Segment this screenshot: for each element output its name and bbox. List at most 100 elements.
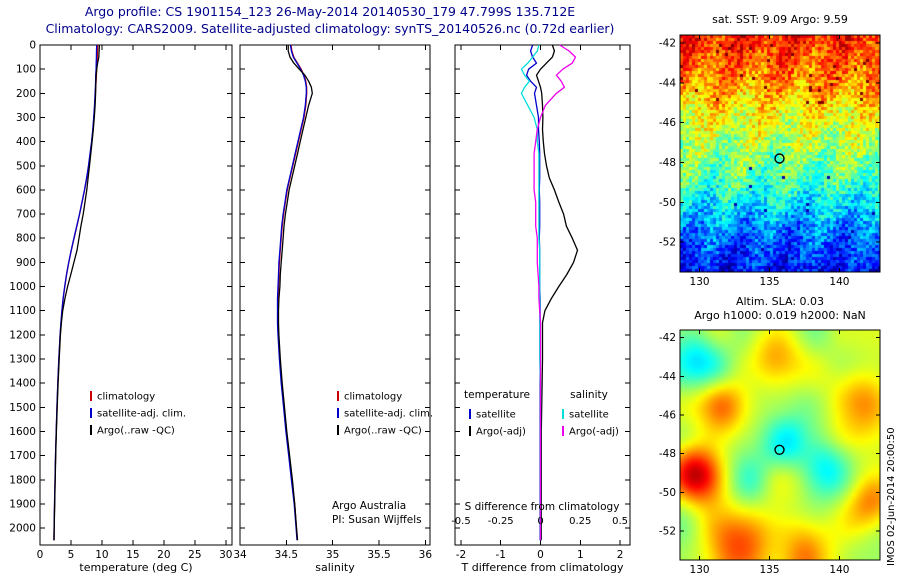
difference-profile-x-tick-label: -2 [456, 549, 466, 561]
sla-map-argo-position-marker [774, 444, 785, 455]
sla-map-lat-tick-label: -46 [659, 410, 676, 422]
temperature-profile-x-tick-label: 20 [157, 549, 170, 561]
temperature-profile-x-tick-label: 25 [188, 549, 201, 561]
sla-map-lat-tick-label: -52 [659, 526, 676, 538]
sst-map-lat-tick-label: -52 [659, 237, 676, 249]
temperature-profile-x-tick-label: 10 [95, 549, 108, 561]
sst-map-lat-tick-label: -42 [659, 37, 676, 49]
difference-profile-frame [454, 44, 631, 546]
depth-tick-label: 1800 [9, 474, 36, 486]
s-difference-axis-label: S difference from climatology [465, 501, 620, 513]
temperature-profile-series-climatology [53, 44, 99, 541]
sst-map-title: sat. SST: 9.09 Argo: 9.59 [712, 13, 848, 26]
temperature-legend-label: Argo(..raw -QC) [97, 426, 175, 437]
s-difference-tick-label: 0.5 [612, 516, 628, 527]
depth-tick-label: 1200 [9, 329, 36, 341]
s-difference-tick-label: 0 [537, 516, 543, 527]
temperature-profile-x-tick-label: 30 [219, 549, 232, 561]
salinity-legend-label: climatology [344, 392, 402, 403]
sla-map-lat-tick-label: -44 [659, 371, 676, 383]
salinity-profile-series-climatology [277, 44, 308, 541]
sst-map-lon-tick-label: 140 [829, 276, 849, 288]
depth-tick-label: 700 [16, 209, 36, 221]
salinity-profile-x-axis-label: salinity [315, 561, 355, 574]
watermark-timestamp: IMOS 02-Jun-2014 20:00:50 [886, 427, 897, 566]
salinity-profile-x-tick-label: 36 [419, 549, 433, 561]
salinity-profile-series-satellite-adj-clim- [276, 44, 307, 541]
temperature-profile-x-tick-label: 15 [126, 549, 139, 561]
depth-tick-label: 1700 [9, 450, 36, 462]
difference-profile-series-s-argo-adj- [533, 44, 577, 541]
depth-tick-label: 400 [16, 136, 36, 148]
difference-profile-x-axis-label: T difference from climatology [461, 561, 624, 574]
difference-profile-x-tick-label: 1 [577, 549, 584, 561]
depth-tick-label: 1500 [9, 402, 36, 414]
depth-tick-label: 1000 [9, 281, 36, 293]
sst-map-lon-tick-label: 135 [759, 276, 779, 288]
sla-map-title-line-1: Altim. SLA: 0.03 [735, 295, 825, 308]
temperature-legend-label: satellite-adj. clim. [97, 409, 186, 420]
salinity-profile-x-tick-label: 34.5 [275, 549, 298, 561]
sla-map-title-line-2: Argo h1000: 0.019 h2000: NaN [694, 309, 866, 322]
salinity-profile-x-tick-label: 35 [326, 549, 339, 561]
temperature-legend-label: climatology [97, 392, 155, 403]
difference-profile-x-tick-label: -1 [495, 549, 505, 561]
salinity-legend-label: Argo(..raw -QC) [344, 426, 422, 437]
sst-map-lat-tick-label: -50 [659, 197, 676, 209]
sla-map-lat-tick-label: -48 [659, 448, 676, 460]
annotation-pi-name: PI: Susan Wijffels [332, 514, 422, 526]
temperature-profile-frame [39, 44, 233, 546]
difference-profile-series-t-argo-adj- [535, 44, 579, 541]
temperature-profile-x-tick-label: 0 [37, 549, 44, 561]
depth-tick-label: 900 [16, 257, 36, 269]
sst-map-lon-tick-label: 130 [690, 276, 710, 288]
sst-map-lat-tick-label: -46 [659, 117, 676, 129]
depth-tick-label: 100 [16, 64, 36, 76]
depth-tick-label: 800 [16, 233, 36, 245]
diff-salinity-legend-label: satellite [569, 410, 609, 421]
sla-map-frame [679, 329, 881, 561]
sla-map-lon-tick-label: 135 [759, 564, 779, 576]
salinity-profile-series-argo-raw-qc- [277, 45, 313, 541]
depth-tick-label: 1900 [9, 498, 36, 510]
figure-title-line-1: Argo profile: CS 1901154_123 26-May-2014… [84, 4, 576, 19]
s-difference-tick-label: 0.25 [569, 516, 591, 527]
s-difference-tick-label: -0.25 [488, 516, 514, 527]
depth-tick-label: 0 [29, 40, 36, 52]
sla-map-lat-tick-label: -50 [659, 487, 676, 499]
sla-map-lat-tick-label: -42 [659, 332, 676, 344]
difference-profile-x-tick-label: 0 [537, 549, 544, 561]
diff-temperature-legend-label: satellite [476, 410, 516, 421]
sst-map-frame [679, 34, 881, 273]
depth-tick-label: 1100 [9, 305, 36, 317]
depth-tick-label: 300 [16, 112, 36, 124]
s-difference-tick-label: -0.5 [451, 516, 471, 527]
diff-salinity-legend-label: Argo(-adj) [569, 427, 619, 438]
salinity-legend-label: satellite-adj. clim. [344, 409, 433, 420]
figure-title-line-2: Climatology: CARS2009. Satellite-adjuste… [45, 21, 615, 36]
temperature-profile-x-axis-label: temperature (deg C) [79, 561, 192, 574]
depth-tick-label: 2000 [9, 523, 36, 535]
depth-tick-label: 1600 [9, 426, 36, 438]
salinity-profile-x-tick-label: 34 [233, 549, 247, 561]
sla-map-lon-tick-label: 140 [829, 564, 849, 576]
diff-temperature-legend-label: Argo(-adj) [476, 427, 526, 438]
salinity-profile-x-tick-label: 35.5 [367, 549, 390, 561]
diff-legend-header-salinity: salinity [570, 389, 608, 401]
salinity-profile-frame [239, 44, 431, 546]
depth-tick-label: 1400 [9, 378, 36, 390]
depth-tick-label: 500 [16, 160, 36, 172]
depth-tick-label: 1300 [9, 354, 36, 366]
sst-map-lat-tick-label: -44 [659, 77, 676, 89]
depth-tick-label: 200 [16, 88, 36, 100]
difference-profile-x-tick-label: 2 [617, 549, 624, 561]
temperature-profile-series-satellite-adj-clim- [53, 44, 98, 541]
depth-tick-label: 600 [16, 184, 36, 196]
diff-legend-header-temperature: temperature [464, 389, 530, 401]
difference-profile-series-s-satellite [520, 44, 542, 541]
annotation-argo-australia: Argo Australia [332, 500, 406, 512]
sst-map-lat-tick-label: -48 [659, 157, 676, 169]
sst-map-argo-position-marker [774, 153, 785, 164]
